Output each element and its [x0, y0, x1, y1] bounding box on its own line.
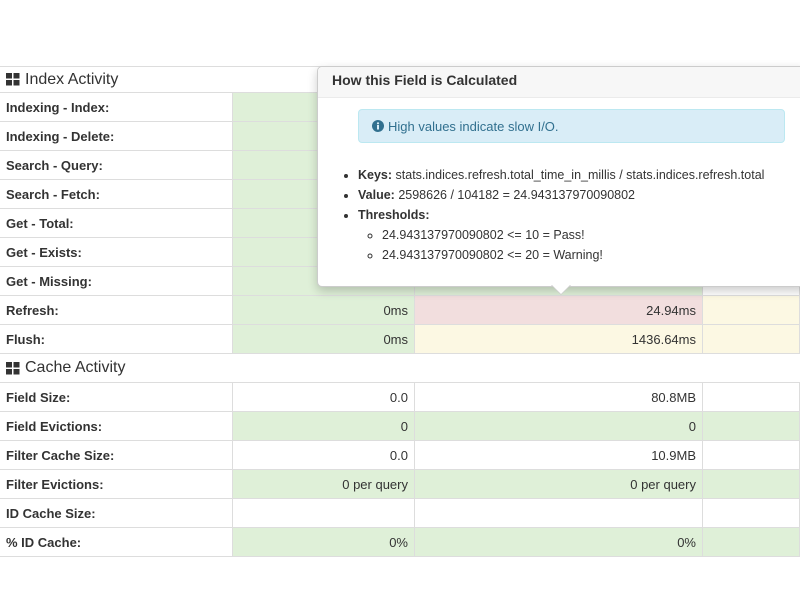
value-cell [703, 382, 800, 411]
calc-item: Thresholds: 24.943137970090802 <= 10 = P… [358, 205, 764, 265]
popover: How this Field is Calculated High values… [317, 66, 800, 287]
table-bottom-border [0, 556, 800, 557]
section-icon [6, 361, 20, 374]
value-cell [703, 411, 800, 440]
popover-title: How this Field is Calculated [318, 67, 800, 98]
info-alert: High values indicate slow I/O. [358, 109, 785, 143]
section-icon [6, 73, 20, 86]
row-label: Get - Exists: [0, 237, 233, 266]
value-cell [703, 295, 800, 324]
calc-key: Keys: [358, 168, 393, 182]
threshold-list: 24.943137970090802 <= 10 = Pass!24.94313… [358, 225, 764, 265]
value-cell: 0.0 [233, 440, 415, 469]
calc-text: stats.indices.refresh.total_time_in_mill… [395, 168, 765, 182]
calc-item: Keys: stats.indices.refresh.total_time_i… [358, 165, 764, 185]
value-cell: 10.9MB [415, 440, 703, 469]
row-label: Refresh: [0, 295, 233, 324]
row-label: Field Evictions: [0, 411, 233, 440]
value-cell: 0% [415, 527, 703, 556]
row-label: Search - Fetch: [0, 179, 233, 208]
value-cell [703, 440, 800, 469]
threshold-item: 24.943137970090802 <= 20 = Warning! [382, 245, 764, 265]
value-cell: 0 [415, 411, 703, 440]
calc-item: Value: 2598626 / 104182 = 24.94313797009… [358, 185, 764, 205]
section-header: Cache Activity [0, 353, 800, 382]
popover-arrow [551, 284, 571, 294]
value-cell: 80.8MB [415, 382, 703, 411]
value-cell [703, 498, 800, 527]
calc-key: Value: [358, 188, 395, 202]
value-cell: 0.0 [233, 382, 415, 411]
row-label: Indexing - Delete: [0, 121, 233, 150]
row-label: Indexing - Index: [0, 92, 233, 121]
value-cell: 0% [233, 527, 415, 556]
row-label: Flush: [0, 324, 233, 353]
value-cell: 1436.64ms [415, 324, 703, 353]
calc-text: 2598626 / 104182 = 24.943137970090802 [398, 188, 636, 202]
info-icon [372, 120, 384, 132]
threshold-item: 24.943137970090802 <= 10 = Pass! [382, 225, 764, 245]
value-cell: 0ms [233, 295, 415, 324]
calc-key: Thresholds: [358, 208, 430, 222]
row-label: % ID Cache: [0, 527, 233, 556]
row-label: Get - Total: [0, 208, 233, 237]
calc-list: Keys: stats.indices.refresh.total_time_i… [344, 165, 764, 265]
value-cell: 0 [233, 411, 415, 440]
value-cell [233, 498, 415, 527]
value-cell [703, 324, 800, 353]
row-label: Search - Query: [0, 150, 233, 179]
section-title: Cache Activity [25, 359, 126, 376]
value-cell: 0 per query [233, 469, 415, 498]
row-label: Get - Missing: [0, 266, 233, 295]
value-cell [703, 469, 800, 498]
row-label: Filter Cache Size: [0, 440, 233, 469]
value-cell [415, 498, 703, 527]
section-title: Index Activity [25, 70, 119, 88]
row-label: Filter Evictions: [0, 469, 233, 498]
row-label: Field Size: [0, 382, 233, 411]
value-cell: 24.94ms [415, 295, 703, 324]
value-cell [703, 527, 800, 556]
row-label: ID Cache Size: [0, 498, 233, 527]
value-cell: 0ms [233, 324, 415, 353]
alert-text: High values indicate slow I/O. [388, 118, 559, 134]
value-cell: 0 per query [415, 469, 703, 498]
